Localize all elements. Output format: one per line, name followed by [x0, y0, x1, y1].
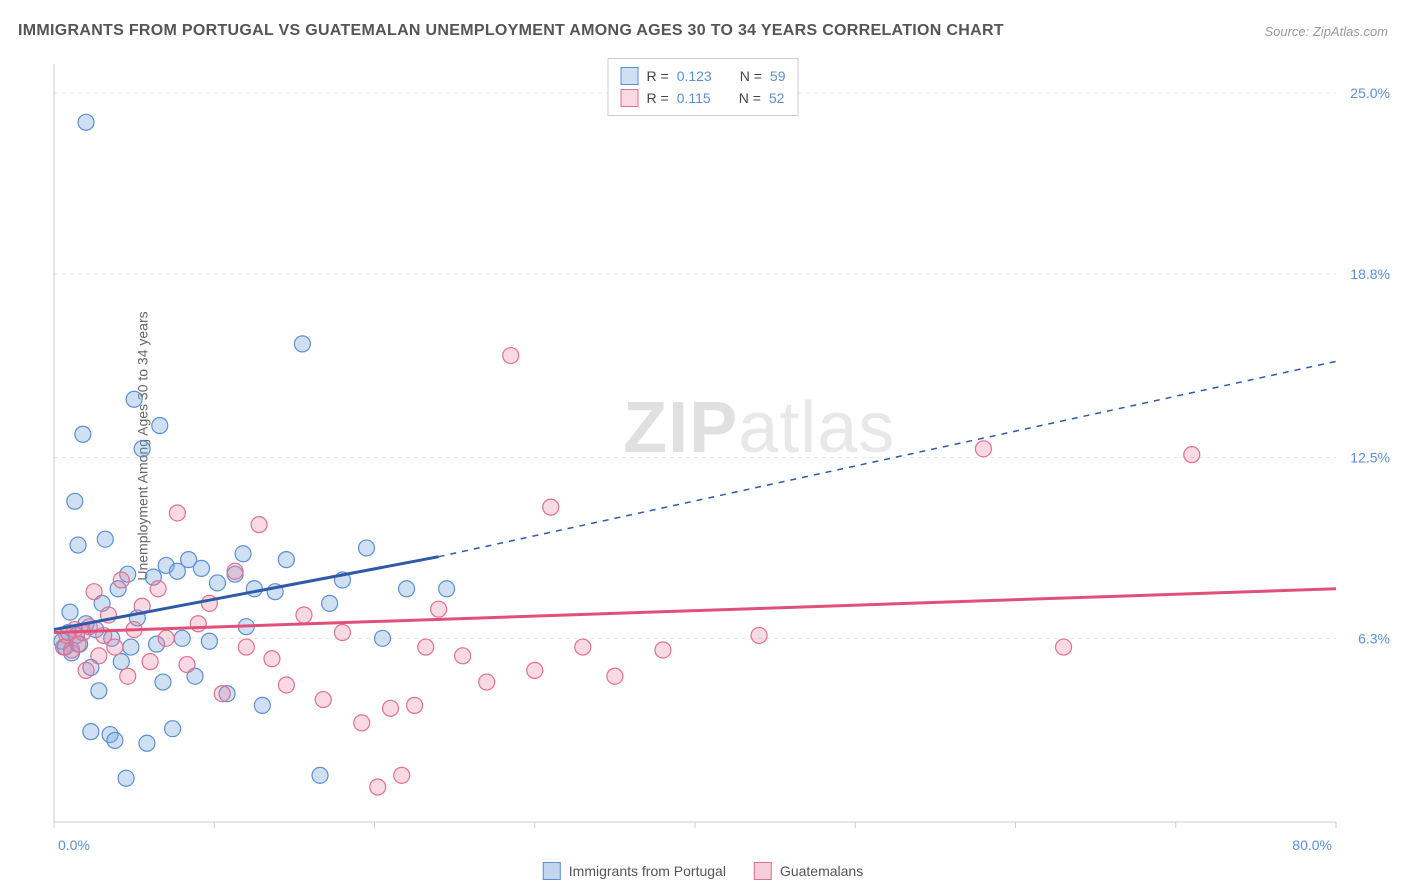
svg-text:18.8%: 18.8%: [1350, 266, 1390, 282]
n-value-guatemalans: 52: [769, 90, 785, 106]
svg-text:80.0%: 80.0%: [1292, 837, 1332, 852]
legend-item-portugal: Immigrants from Portugal: [543, 862, 726, 880]
chart-area: 6.3% 12.5% 18.8% 25.0% 0.0% 80.0%: [50, 60, 1396, 852]
n-value-portugal: 59: [770, 68, 786, 84]
svg-text:12.5%: 12.5%: [1350, 450, 1390, 466]
n-label: N =: [739, 90, 761, 106]
legend-row-portugal: R = 0.123 N = 59: [621, 65, 786, 87]
r-value-portugal: 0.123: [677, 68, 712, 84]
series-legend: Immigrants from Portugal Guatemalans: [543, 862, 863, 880]
legend-swatch-pink: [754, 862, 772, 880]
n-label: N =: [740, 68, 762, 84]
svg-text:0.0%: 0.0%: [58, 837, 90, 852]
legend-swatch-pink: [621, 89, 639, 107]
r-label: R =: [647, 90, 669, 106]
legend-label: Guatemalans: [780, 863, 863, 879]
svg-text:6.3%: 6.3%: [1358, 630, 1390, 646]
legend-swatch-blue: [543, 862, 561, 880]
source-credit: Source: ZipAtlas.com: [1264, 24, 1388, 39]
svg-text:25.0%: 25.0%: [1350, 85, 1390, 101]
legend-item-guatemalans: Guatemalans: [754, 862, 863, 880]
legend-row-guatemalans: R = 0.115 N = 52: [621, 87, 786, 109]
legend-label: Immigrants from Portugal: [569, 863, 726, 879]
correlation-legend: R = 0.123 N = 59 R = 0.115 N = 52: [608, 58, 799, 116]
chart-title: IMMIGRANTS FROM PORTUGAL VS GUATEMALAN U…: [18, 22, 1004, 40]
r-label: R =: [647, 68, 669, 84]
legend-swatch-blue: [621, 67, 639, 85]
scatter-plot: 6.3% 12.5% 18.8% 25.0% 0.0% 80.0%: [50, 60, 1396, 852]
r-value-guatemalans: 0.115: [677, 90, 711, 106]
